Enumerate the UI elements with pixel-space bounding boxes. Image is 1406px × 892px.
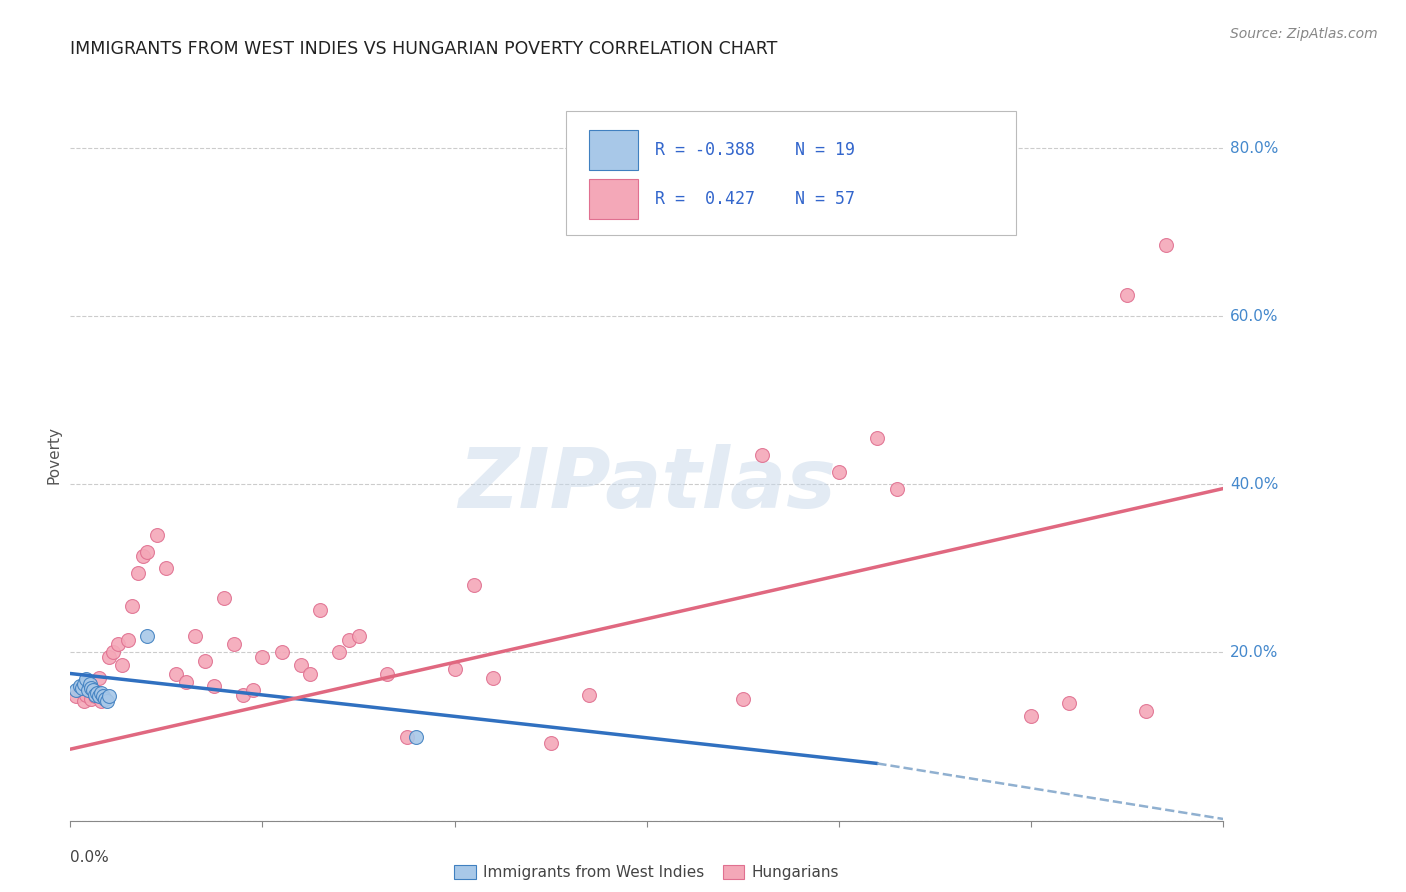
Point	[731, 691, 754, 706]
Text: 80.0%: 80.0%	[1230, 141, 1278, 155]
Text: IMMIGRANTS FROM WEST INDIES VS HUNGARIAN POVERTY CORRELATION CHART: IMMIGRANTS FROM WEST INDIES VS HUNGARIAN…	[70, 40, 778, 58]
Point	[69, 679, 91, 693]
Point	[69, 683, 91, 698]
Point	[86, 686, 108, 700]
Point	[540, 736, 562, 750]
Point	[101, 645, 124, 659]
Point	[87, 671, 110, 685]
Text: ZIPatlas: ZIPatlas	[458, 443, 835, 524]
Bar	[589, 130, 637, 170]
Point	[212, 591, 235, 605]
Point	[194, 654, 217, 668]
Point	[174, 674, 197, 689]
Point	[97, 649, 120, 664]
Point	[395, 730, 418, 744]
Point	[886, 482, 908, 496]
Text: 0.0%: 0.0%	[70, 850, 110, 865]
Point	[65, 683, 87, 698]
Point	[1059, 696, 1081, 710]
Point	[107, 637, 129, 651]
Point	[290, 658, 312, 673]
Point	[270, 645, 292, 659]
Point	[82, 683, 104, 698]
Point	[309, 603, 332, 617]
Point	[443, 662, 465, 676]
Legend: Immigrants from West Indies, Hungarians: Immigrants from West Indies, Hungarians	[449, 859, 845, 886]
Point	[80, 691, 103, 706]
Point	[94, 691, 117, 706]
Point	[463, 578, 485, 592]
FancyBboxPatch shape	[567, 112, 1015, 235]
Point	[1154, 237, 1177, 252]
Point	[91, 690, 114, 704]
Point	[242, 683, 264, 698]
Point	[165, 666, 187, 681]
Point	[75, 688, 97, 702]
Point	[337, 632, 360, 647]
Point	[90, 686, 112, 700]
Point	[91, 690, 114, 704]
Point	[1135, 704, 1157, 718]
Point	[90, 694, 112, 708]
Point	[222, 637, 245, 651]
Point	[65, 690, 87, 704]
Point	[127, 566, 149, 580]
Point	[82, 683, 104, 698]
Point	[328, 645, 350, 659]
Point	[117, 632, 139, 647]
Point	[84, 688, 107, 702]
Point	[751, 448, 773, 462]
Point	[204, 679, 226, 693]
Point	[1116, 288, 1139, 302]
Point	[76, 683, 98, 698]
Point	[347, 629, 370, 643]
Point	[1019, 708, 1042, 723]
Point	[84, 690, 107, 704]
Point	[87, 690, 110, 704]
Text: R = -0.388    N = 19: R = -0.388 N = 19	[655, 141, 855, 159]
Point	[184, 629, 207, 643]
Point	[97, 690, 120, 704]
Point	[405, 730, 427, 744]
Point	[121, 599, 143, 614]
Point	[252, 649, 274, 664]
Point	[155, 561, 177, 575]
Point	[232, 688, 254, 702]
Point	[94, 691, 117, 706]
Point	[79, 677, 101, 691]
Point	[828, 465, 851, 479]
Text: 60.0%: 60.0%	[1230, 309, 1278, 324]
Bar	[589, 179, 637, 219]
Point	[132, 549, 155, 563]
Text: 20.0%: 20.0%	[1230, 645, 1278, 660]
Text: R =  0.427    N = 57: R = 0.427 N = 57	[655, 190, 855, 208]
Point	[111, 658, 134, 673]
Point	[80, 681, 103, 695]
Point	[75, 673, 97, 687]
Text: Source: ZipAtlas.com: Source: ZipAtlas.com	[1230, 27, 1378, 41]
Point	[299, 666, 322, 681]
Point	[96, 694, 118, 708]
Text: 40.0%: 40.0%	[1230, 477, 1278, 491]
Point	[73, 694, 96, 708]
Point	[73, 676, 96, 690]
Y-axis label: Poverty: Poverty	[46, 425, 62, 484]
Point	[377, 666, 399, 681]
Point	[482, 671, 505, 685]
Point	[866, 431, 889, 445]
Point	[79, 679, 101, 693]
Point	[146, 528, 169, 542]
Point	[70, 681, 93, 695]
Point	[578, 688, 600, 702]
Point	[136, 629, 159, 643]
Point	[136, 544, 159, 558]
